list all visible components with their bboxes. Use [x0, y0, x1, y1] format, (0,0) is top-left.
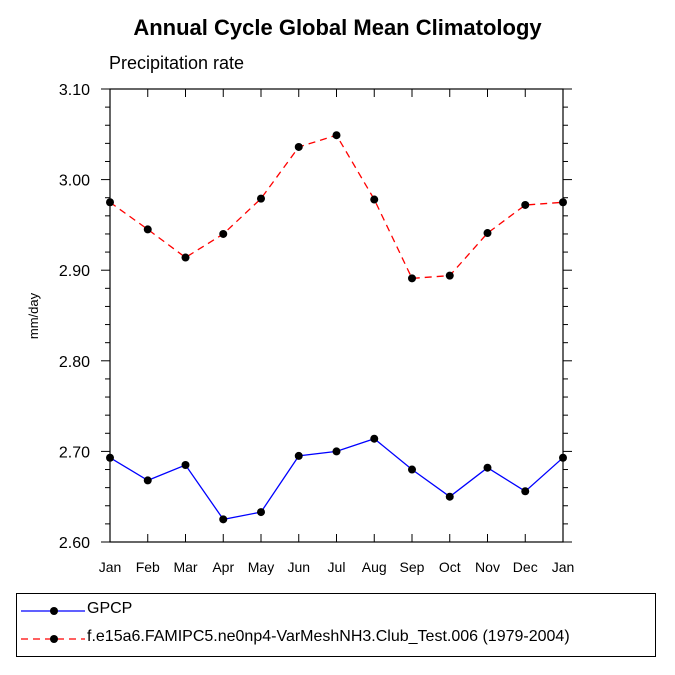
data-point [332, 131, 341, 140]
plot-frame [109, 88, 564, 543]
x-tick-label: May [248, 559, 274, 575]
data-point [294, 142, 303, 151]
series-layer [106, 131, 567, 524]
x-tick-label: Oct [439, 559, 461, 575]
chart-title: Annual Cycle Global Mean Climatology [133, 15, 542, 40]
legend: GPCP f.e15a6.FAMIPC5.ne0np4-VarMeshNH3.C… [16, 593, 656, 657]
data-point [219, 229, 228, 238]
data-point [257, 194, 265, 203]
data-point [521, 487, 530, 496]
y-tick-label: 3.10 [59, 82, 90, 99]
series-line-1 [109, 134, 564, 280]
axes: Jan Feb Mar Apr May Jun Jul Aug Sep Oct Nov Dec Jan 2… [59, 82, 574, 575]
data-point [559, 198, 567, 207]
legend-swatch-model [21, 635, 85, 643]
legend-item-gpcp: GPCP [17, 599, 655, 623]
legend-label-gpcp: GPCP [87, 600, 133, 617]
x-tick-label: Nov [475, 559, 500, 575]
data-point [257, 508, 265, 517]
y-tick-label: 2.70 [59, 444, 90, 461]
legend-item-model: f.e15a6.FAMIPC5.ne0np4-VarMeshNH3.Club_T… [17, 627, 655, 651]
data-point [445, 271, 454, 280]
data-point [294, 451, 303, 460]
x-tick-label: Apr [212, 559, 234, 575]
x-tick-label: Jul [328, 559, 346, 575]
data-point [181, 460, 190, 469]
y-tick-label: 2.60 [59, 535, 90, 552]
data-point [106, 453, 114, 462]
data-point [332, 447, 341, 456]
data-point [106, 198, 114, 207]
chart-subtitle: Precipitation rate [109, 53, 245, 73]
y-tick-label: 2.90 [59, 263, 90, 280]
legend-swatch-gpcp [21, 607, 85, 615]
x-tick-label: Dec [513, 559, 538, 575]
data-point [143, 476, 152, 485]
x-tick-label: Aug [362, 559, 387, 575]
x-tick-label: Jan [552, 559, 575, 575]
data-point [559, 453, 567, 462]
y-axis-label: mm/day [26, 292, 41, 339]
x-tick-label: Feb [136, 559, 160, 575]
data-point [483, 463, 492, 472]
data-point [143, 225, 152, 234]
x-tick-label: Sep [400, 559, 425, 575]
data-point [445, 492, 454, 501]
data-point [181, 253, 190, 262]
x-tick-label: Jun [287, 559, 310, 575]
data-point [219, 515, 228, 524]
legend-label-model: f.e15a6.FAMIPC5.ne0np4-VarMeshNH3.Club_T… [87, 628, 570, 645]
x-tick-label: Jan [99, 559, 122, 575]
y-tick-label: 3.00 [59, 173, 90, 190]
data-point [370, 434, 379, 443]
x-tick-label: Mar [173, 559, 197, 575]
y-tick-label: 2.80 [59, 354, 90, 371]
data-point [521, 200, 530, 209]
data-point [483, 229, 492, 238]
line-chart: Jan Feb Mar Apr May Jun Jul Aug Sep Oct Nov Dec Jan 2… [26, 82, 574, 575]
data-point [370, 195, 379, 204]
data-point [408, 274, 416, 283]
data-point [408, 465, 416, 474]
